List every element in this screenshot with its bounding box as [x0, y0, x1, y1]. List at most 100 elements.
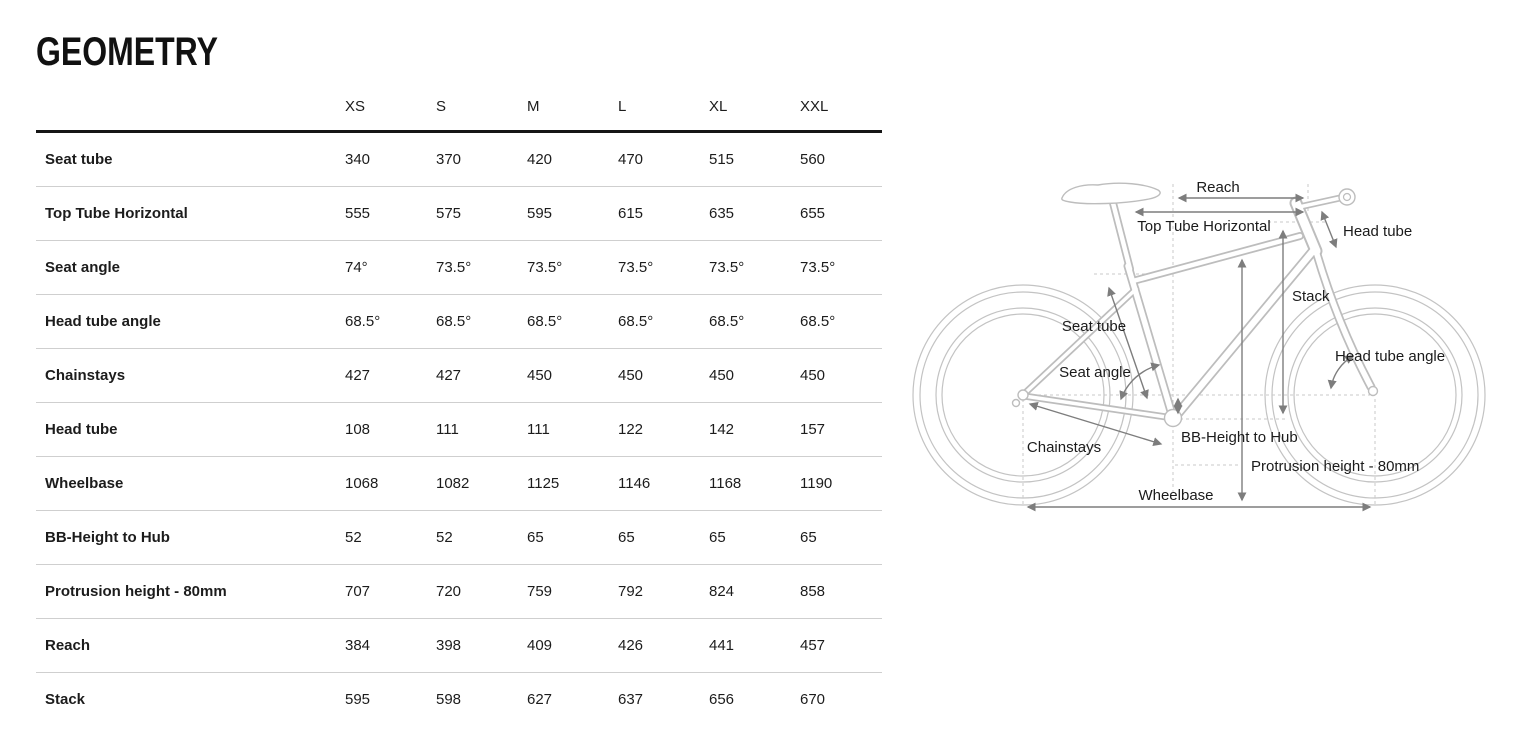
size-header-s: S: [431, 82, 522, 133]
table-row: Head tube angle 68.5° 68.5° 68.5° 68.5° …: [36, 294, 882, 349]
table-row: Seat tube 340 370 420 470 515 560: [36, 131, 882, 187]
cell: 157: [795, 402, 882, 457]
row-label: Top Tube Horizontal: [36, 186, 340, 241]
size-header-empty: [36, 82, 340, 133]
seat-tube-label: Seat tube: [1062, 318, 1126, 335]
cell: 656: [709, 691, 735, 708]
stack-label: Stack: [1292, 288, 1330, 305]
cell: 73.5°: [431, 240, 522, 295]
row-label: Stack: [45, 691, 86, 708]
size-header-xl: XL: [704, 82, 795, 133]
chainstays-label: Chainstays: [1027, 439, 1101, 456]
table-row: Protrusion height - 80mm 707 720 759 792…: [36, 564, 882, 619]
cell: 68.5°: [613, 294, 704, 349]
cell: 68.5°: [795, 294, 882, 349]
cell: 707: [340, 564, 431, 619]
cell: 427: [431, 348, 522, 403]
row-label: Reach: [36, 618, 340, 673]
size-header-xxl: XXL: [795, 82, 882, 133]
cell: 122: [613, 402, 704, 457]
cell: 68.5°: [431, 294, 522, 349]
cell: 111: [431, 402, 522, 457]
head-tube-label: Head tube: [1343, 223, 1412, 240]
cell: 426: [613, 618, 704, 673]
row-label: Seat tube: [36, 131, 340, 187]
cell: 670: [800, 691, 826, 708]
row-label: Head tube: [36, 402, 340, 457]
cell: 441: [704, 618, 795, 673]
cell: 555: [340, 186, 431, 241]
cell: 450: [613, 348, 704, 403]
cell: 65: [613, 510, 704, 565]
cell: 74°: [340, 240, 431, 295]
row-label: Head tube angle: [36, 294, 340, 349]
cell: 52: [340, 510, 431, 565]
protrusion-height-label: Protrusion height - 80mm: [1251, 458, 1419, 475]
cell: 1168: [704, 456, 795, 511]
cell: 1190: [795, 456, 882, 511]
cell: 73.5°: [795, 240, 882, 295]
cell: 73.5°: [522, 240, 613, 295]
cell: 65: [704, 510, 795, 565]
cell: 398: [431, 618, 522, 673]
cell: 73.5°: [704, 240, 795, 295]
size-header-m: M: [522, 82, 613, 133]
handlebar-grip-inner: [1342, 192, 1352, 202]
table-row: Stack 595 598 627 637 656 670: [36, 673, 882, 727]
cell: 68.5°: [704, 294, 795, 349]
cell: 575: [431, 186, 522, 241]
cell: 68.5°: [522, 294, 613, 349]
cell: 427: [340, 348, 431, 403]
cell: 637: [618, 691, 644, 708]
table-row: Seat angle 74° 73.5° 73.5° 73.5° 73.5° 7…: [36, 240, 882, 295]
table-row: BB-Height to Hub 52 52 65 65 65 65: [36, 510, 882, 565]
dimension-arrows: [1026, 193, 1372, 512]
table-row: Wheelbase 1068 1082 1125 1146 1168 1190: [36, 456, 882, 511]
row-label: BB-Height to Hub: [36, 510, 340, 565]
cell: 142: [704, 402, 795, 457]
cell: 598: [436, 691, 462, 708]
cell: 1082: [431, 456, 522, 511]
diagram-labels: Reach Top Tube Horizontal Head tube Stac…: [1027, 179, 1445, 504]
cell: 52: [431, 510, 522, 565]
page-title: GEOMETRY: [36, 30, 218, 74]
cell: 340: [340, 131, 431, 187]
bike-geometry-diagram: Reach Top Tube Horizontal Head tube Stac…: [912, 179, 1486, 512]
head-tube-arrow: [1320, 210, 1338, 249]
cell: 560: [795, 131, 882, 187]
cell: 111: [522, 402, 613, 457]
bottom-bracket: [1163, 408, 1183, 428]
cell: 515: [704, 131, 795, 187]
table-row: Top Tube Horizontal 555 575 595 615 635 …: [36, 186, 882, 241]
cell: 450: [704, 348, 795, 403]
cell: 655: [795, 186, 882, 241]
cell: 108: [340, 402, 431, 457]
cell: 409: [522, 618, 613, 673]
cell: 759: [522, 564, 613, 619]
front-dropout: [1367, 385, 1379, 397]
cell: 420: [522, 131, 613, 187]
rear-hub: [1017, 389, 1029, 401]
cell: 73.5°: [613, 240, 704, 295]
seat-angle-label: Seat angle: [1059, 364, 1131, 381]
cell: 824: [704, 564, 795, 619]
head-tube-angle-label: Head tube angle: [1335, 348, 1445, 365]
cell: 615: [613, 186, 704, 241]
cell: 627: [527, 691, 553, 708]
wheelbase-label: Wheelbase: [1138, 487, 1213, 504]
cell: 1125: [522, 456, 613, 511]
cell: 1068: [340, 456, 431, 511]
row-label: Seat angle: [36, 240, 340, 295]
size-header-l: L: [613, 82, 704, 133]
row-label: Protrusion height - 80mm: [36, 564, 340, 619]
cell: 595: [522, 186, 613, 241]
cell: 858: [795, 564, 882, 619]
cell: 720: [431, 564, 522, 619]
cell: 68.5°: [340, 294, 431, 349]
cell: 370: [431, 131, 522, 187]
cell: 470: [613, 131, 704, 187]
cell: 450: [795, 348, 882, 403]
cell: 635: [704, 186, 795, 241]
reach-label: Reach: [1196, 179, 1239, 196]
row-label: Wheelbase: [36, 456, 340, 511]
